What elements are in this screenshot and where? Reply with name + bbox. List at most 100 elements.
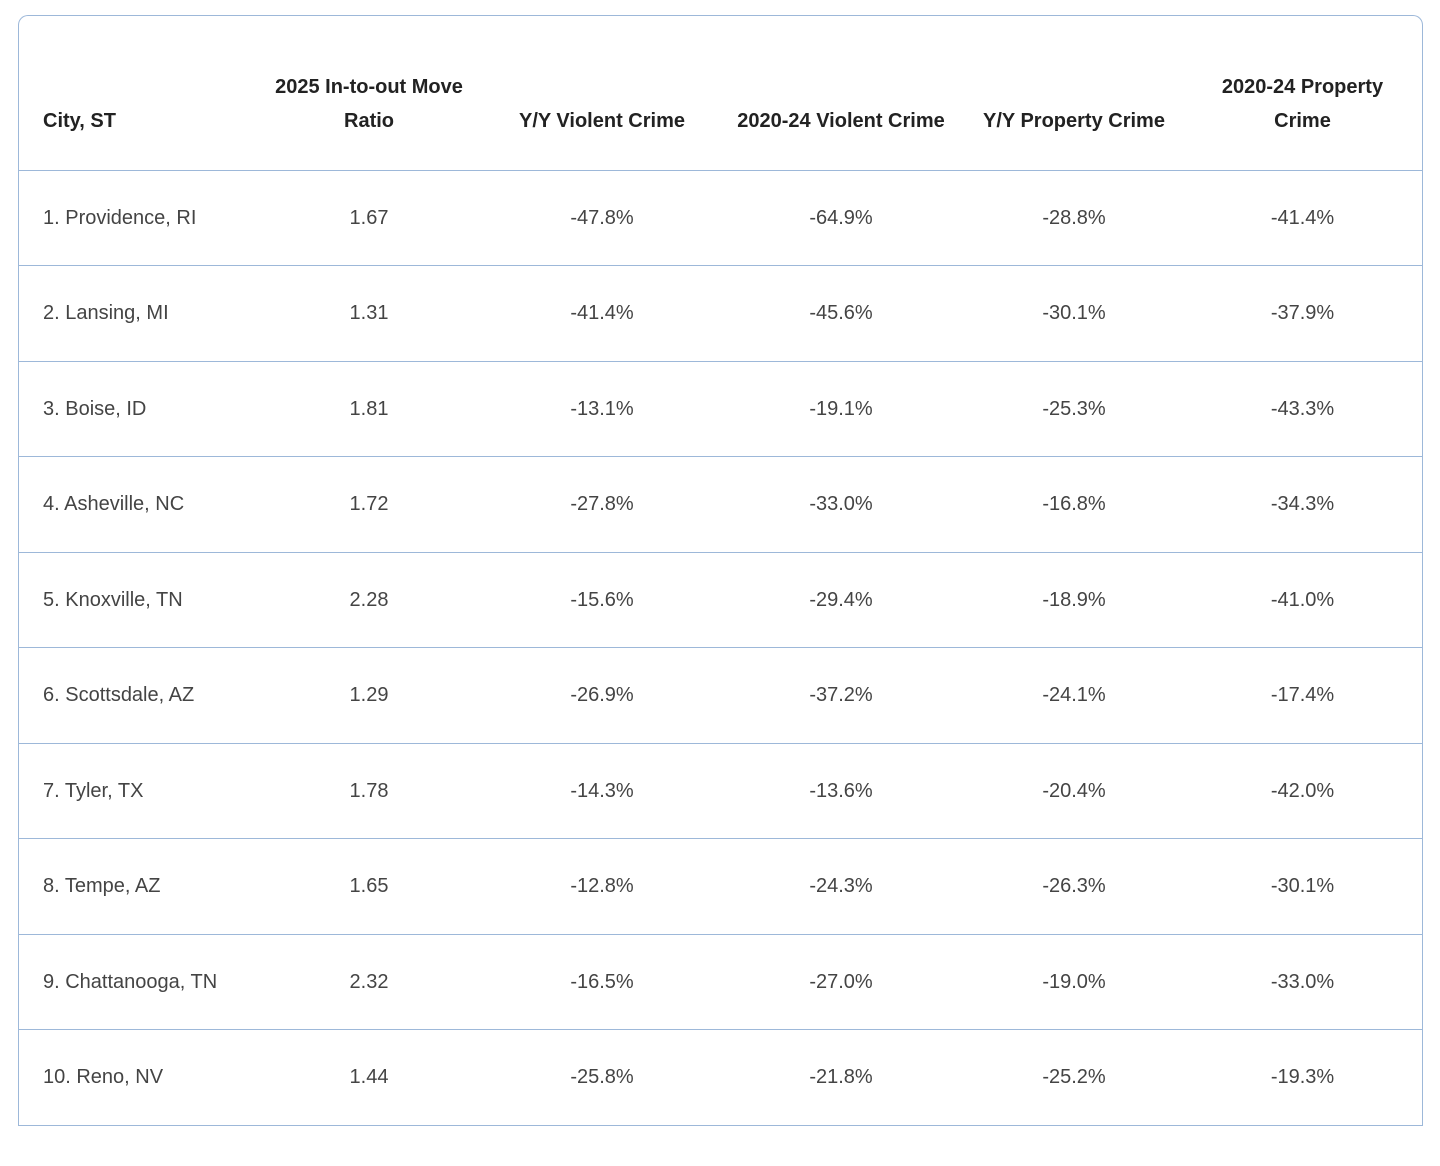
city-cell: 5. Knoxville, TN <box>19 552 251 648</box>
cell-text: -37.2% <box>809 684 873 706</box>
cell-text: -33.0% <box>1270 970 1335 993</box>
cell-text: -64.9% <box>809 206 873 229</box>
column-header: Y/Y Violent Crime <box>487 16 717 171</box>
table-row: 9. Chattanooga, TN 2.32 -16.5% -27.0% -19.0%… <box>19 934 1422 1030</box>
value-cell: -29.4% <box>717 552 965 648</box>
value-cell: -25.3% <box>965 361 1183 457</box>
value-cell: -37.2% <box>717 647 965 744</box>
table-row: 3. Boise, ID 1.81 -13.1% -19.1% -25.3% -43.3% <box>19 361 1422 457</box>
value-cell: -25.8% <box>487 1029 717 1126</box>
table-row: 10. Reno, NV 1.44 -25.8% -21.8% -25.2% -19.3% <box>19 1029 1422 1126</box>
cell-text: 2.28 <box>349 588 389 611</box>
cell-text: 4. Asheville, NC <box>43 493 185 515</box>
value-cell: 1.29 <box>251 647 487 744</box>
cell-text: -33.0% <box>809 493 873 515</box>
value-cell: -34.3% <box>1183 456 1422 553</box>
value-cell: -24.1% <box>965 647 1183 744</box>
cell-text: 8. Tempe, AZ <box>43 875 161 897</box>
cell-text: -12.8% <box>570 875 634 897</box>
cell-text: -28.8% <box>1042 206 1106 229</box>
cell-text: 1. Providence, RI <box>43 206 197 229</box>
table-body: 1. Providence, RI 1.67 -47.8% -64.9% -28.8% -… <box>19 170 1422 1126</box>
cell-text: 9. Chattanooga, TN <box>43 970 218 993</box>
cell-text: -20.4% <box>1042 779 1106 802</box>
value-cell: -25.2% <box>965 1029 1183 1126</box>
value-cell: -30.1% <box>1183 838 1422 935</box>
value-cell: -37.9% <box>1183 265 1422 362</box>
cell-text: -14.3% <box>570 779 634 802</box>
value-cell: -21.8% <box>717 1029 965 1126</box>
value-cell: -33.0% <box>717 456 965 553</box>
value-cell: -27.8% <box>487 456 717 553</box>
cell-text: 1.31 <box>349 302 389 324</box>
cell-text: -24.1% <box>1042 684 1106 706</box>
table-row: 2. Lansing, MI 1.31 -41.4% -45.6% -30.1% -37.… <box>19 265 1422 362</box>
cell-text: -27.0% <box>809 970 873 993</box>
column-header: 2025 In-to-out Move Ratio <box>251 16 487 171</box>
column-header: 2020-24 Property Crime <box>1183 16 1422 171</box>
cell-text: -30.1% <box>1270 875 1335 897</box>
cell-text: 5. Knoxville, TN <box>43 588 183 611</box>
cell-text: 3. Boise, ID <box>43 397 147 420</box>
cell-text: -30.1% <box>1042 302 1106 324</box>
city-cell: 2. Lansing, MI <box>19 265 251 362</box>
table-row: 5. Knoxville, TN 2.28 -15.6% -29.4% -18.9% -4… <box>19 552 1422 648</box>
cell-text: -42.0% <box>1270 779 1335 802</box>
cell-text: -26.9% <box>570 684 634 706</box>
city-cell: 1. Providence, RI <box>19 170 251 266</box>
value-cell: -16.5% <box>487 934 717 1030</box>
column-header: City, ST <box>19 16 251 171</box>
cell-text: 1.29 <box>349 684 389 706</box>
city-cell: 6. Scottsdale, AZ <box>19 647 251 744</box>
city-cell: 4. Asheville, NC <box>19 456 251 553</box>
cell-text: 6. Scottsdale, AZ <box>43 684 195 706</box>
header-row: City, ST 2025 In-to-out Move Ratio Y/Y Vio… <box>19 16 1422 171</box>
value-cell: -16.8% <box>965 456 1183 553</box>
value-cell: 2.28 <box>251 552 487 648</box>
value-cell: -64.9% <box>717 170 965 266</box>
cell-text: 1.72 <box>349 493 389 515</box>
cell-text: -45.6% <box>809 302 873 324</box>
cell-text: -41.0% <box>1270 588 1335 611</box>
value-cell: -45.6% <box>717 265 965 362</box>
value-cell: -41.4% <box>1183 170 1422 266</box>
value-cell: -26.3% <box>965 838 1183 935</box>
cell-text: -47.8% <box>570 206 634 229</box>
value-cell: -42.0% <box>1183 743 1422 839</box>
value-cell: -19.1% <box>717 361 965 457</box>
cell-text: -19.0% <box>1042 970 1106 993</box>
cell-text: 1.44 <box>349 1066 389 1088</box>
value-cell: -33.0% <box>1183 934 1422 1030</box>
value-cell: -13.1% <box>487 361 717 457</box>
column-header: Y/Y Property Crime <box>965 16 1183 171</box>
value-cell: 1.72 <box>251 456 487 553</box>
cell-text: -19.1% <box>809 397 873 420</box>
cell-text: 2.32 <box>349 970 389 993</box>
cell-text: -25.8% <box>570 1066 634 1088</box>
city-cell: 3. Boise, ID <box>19 361 251 457</box>
value-cell: -26.9% <box>487 647 717 744</box>
value-cell: -24.3% <box>717 838 965 935</box>
cell-text: -16.8% <box>1042 493 1106 515</box>
data-table: City, ST 2025 In-to-out Move Ratio Y/Y Vio… <box>19 16 1422 1126</box>
table-row: 1. Providence, RI 1.67 -47.8% -64.9% -28.8% -… <box>19 170 1422 266</box>
value-cell: -18.9% <box>965 552 1183 648</box>
cell-text: 1.67 <box>349 206 389 229</box>
cell-text: -16.5% <box>570 970 634 993</box>
value-cell: -41.4% <box>487 265 717 362</box>
cell-text: -21.8% <box>809 1066 873 1088</box>
value-cell: 1.78 <box>251 743 487 839</box>
cell-text: -24.3% <box>809 875 873 897</box>
value-cell: -15.6% <box>487 552 717 648</box>
value-cell: -43.3% <box>1183 361 1422 457</box>
table-row: 4. Asheville, NC 1.72 -27.8% -33.0% -16.8% -3… <box>19 456 1422 553</box>
cell-text: 1.78 <box>349 779 389 802</box>
value-cell: -12.8% <box>487 838 717 935</box>
table-card: City, ST 2025 In-to-out Move Ratio Y/Y Vio… <box>18 15 1423 1126</box>
value-cell: -30.1% <box>965 265 1183 362</box>
cell-text: -41.4% <box>570 302 634 324</box>
cell-text: 2. Lansing, MI <box>43 302 169 324</box>
value-cell: -27.0% <box>717 934 965 1030</box>
